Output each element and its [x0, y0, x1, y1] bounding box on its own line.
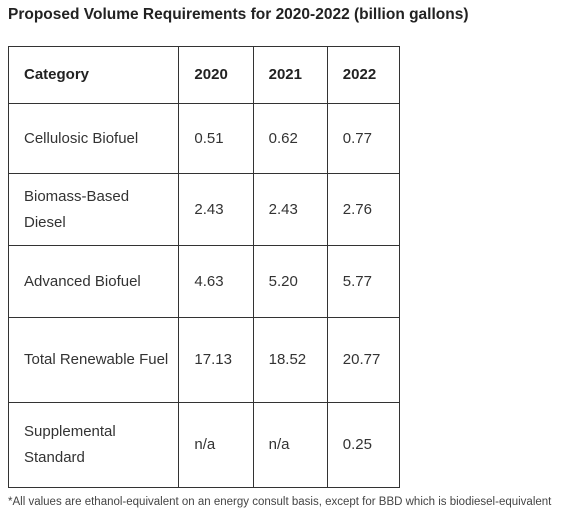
row-category: Total Renewable Fuel	[7, 317, 180, 403]
header-2020: 2020	[178, 46, 254, 104]
cell-2022: 20.77	[326, 317, 401, 403]
footnote: *All values are ethanol-equivalent on an…	[8, 496, 552, 508]
row-category: Advanced Biofuel	[7, 245, 180, 318]
table-row: Advanced Biofuel 4.63 5.20 5.77	[7, 245, 401, 318]
cell-2022: 0.25	[326, 402, 401, 488]
cell-2020: 17.13	[178, 317, 254, 403]
table-header-row: Category 2020 2021 2022	[7, 46, 401, 104]
cell-2021: n/a	[252, 402, 328, 488]
table-row: Supplemental Standard n/a n/a 0.25	[7, 402, 401, 488]
row-category: Cellulosic Biofuel	[7, 103, 180, 174]
cell-2021: 18.52	[252, 317, 328, 403]
table-row: Cellulosic Biofuel 0.51 0.62 0.77	[7, 103, 401, 174]
cell-2022: 0.77	[326, 103, 401, 174]
header-category: Category	[7, 46, 180, 104]
table-title: Proposed Volume Requirements for 2020-20…	[8, 6, 469, 23]
cell-2020: 2.43	[178, 173, 254, 246]
cell-2022: 2.76	[326, 173, 401, 246]
cell-2021: 2.43	[252, 173, 328, 246]
cell-2020: 4.63	[178, 245, 254, 318]
row-category: Biomass-Based Diesel	[7, 173, 180, 246]
table-row: Total Renewable Fuel 17.13 18.52 20.77	[7, 317, 401, 403]
cell-2021: 5.20	[252, 245, 328, 318]
row-category: Supplemental Standard	[7, 402, 180, 488]
cell-2021: 0.62	[252, 103, 328, 174]
header-2022: 2022	[326, 46, 401, 104]
volume-requirements-table: Category 2020 2021 2022 Cellulosic Biofu…	[7, 46, 401, 488]
header-2021: 2021	[252, 46, 328, 104]
cell-2022: 5.77	[326, 245, 401, 318]
cell-2020: 0.51	[178, 103, 254, 174]
table-row: Biomass-Based Diesel 2.43 2.43 2.76	[7, 173, 401, 246]
cell-2020: n/a	[178, 402, 254, 488]
